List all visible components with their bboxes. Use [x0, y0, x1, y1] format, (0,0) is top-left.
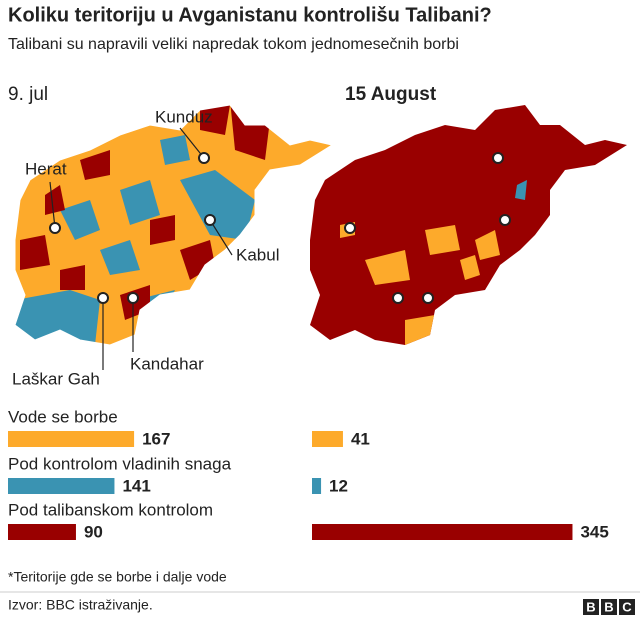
logo-block — [619, 599, 635, 615]
logo-letter: B — [604, 599, 613, 614]
title: Koliku teritoriju u Avganistanu kontroli… — [8, 4, 492, 26]
map-august — [310, 105, 627, 345]
value-label: 167 — [142, 429, 170, 448]
value-label: 41 — [351, 429, 370, 448]
logo-letter: B — [586, 599, 595, 614]
map-date: 9. jul — [8, 84, 48, 105]
city-label: Kandahar — [130, 354, 204, 373]
bar — [312, 524, 573, 540]
logo-block — [583, 599, 599, 615]
bar — [8, 524, 76, 540]
bar — [312, 431, 343, 447]
category-label: Pod talibanskom kontrolom — [8, 500, 213, 519]
city-label: Kabul — [236, 245, 279, 264]
value-label: 12 — [329, 476, 348, 495]
city-label: Kunduz — [155, 107, 213, 126]
bar — [8, 431, 135, 447]
value-label: 90 — [84, 522, 103, 541]
logo-block — [601, 599, 617, 615]
bar — [8, 478, 115, 494]
logo-letter: C — [622, 599, 632, 614]
source: Izvor: BBC istraživanje. — [8, 597, 153, 613]
category-label: Pod kontrolom vladinih snaga — [8, 454, 232, 473]
subtitle: Talibani su napravili veliki napredak to… — [8, 36, 459, 53]
value-label: 345 — [580, 522, 608, 541]
city-markers — [49, 127, 511, 370]
footnote: *Teritorije gde se borbe i dalje vode — [8, 569, 227, 585]
value-label: 141 — [122, 476, 150, 495]
city-label: Herat — [25, 159, 67, 178]
map-july — [14, 104, 333, 346]
bar — [312, 478, 322, 494]
map-date: 15 August — [345, 84, 437, 105]
category-label: Vode se borbe — [8, 407, 118, 426]
city-label: Laškar Gah — [12, 369, 100, 388]
